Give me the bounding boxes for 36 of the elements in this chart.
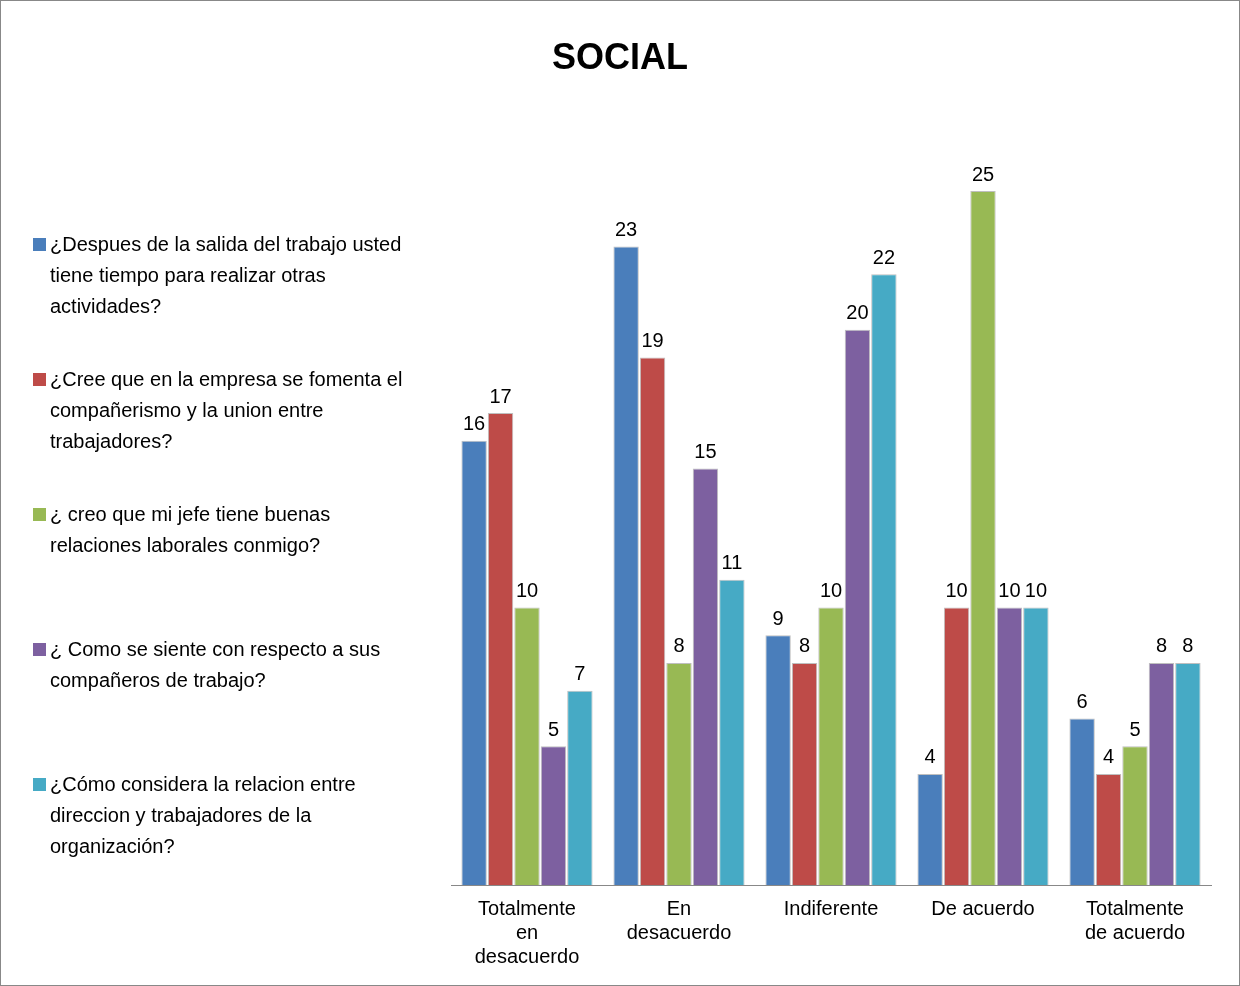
x-tick-label: Indiferente xyxy=(783,896,879,919)
data-label: 7 xyxy=(574,662,586,685)
data-label: 22 xyxy=(872,245,896,268)
legend-label: ¿ Como se siente con respecto a sus compañeros de trabajo? xyxy=(50,637,382,693)
data-label: 10 xyxy=(998,578,1021,601)
data-label: 9 xyxy=(772,606,784,629)
data-label: 10 xyxy=(819,578,843,601)
data-label: 16 xyxy=(462,412,486,435)
legend-label: ¿ creo que mi jefe tiene buenas relaciones laborales conmigo? xyxy=(50,502,332,558)
data-label: 8 xyxy=(673,634,685,657)
chart-title: SOCIAL xyxy=(551,36,689,78)
data-label: 11 xyxy=(721,551,743,574)
data-label: 8 xyxy=(798,634,811,657)
data-label: 17 xyxy=(489,384,512,407)
legend-label: ¿Cree que en la empresa se fomenta el compañerismo y la union entre trabajadores? xyxy=(50,367,403,454)
x-tick-label: Totalmente en desacuerdo xyxy=(474,896,580,967)
data-label: 10 xyxy=(945,578,968,601)
data-label: 4 xyxy=(924,745,936,768)
data-label: 20 xyxy=(846,301,869,324)
data-label: 8 xyxy=(1155,634,1168,657)
data-label: 10 xyxy=(1024,578,1048,601)
x-tick-label: Totalmente de acuerdo xyxy=(1084,896,1186,943)
data-label: 25 xyxy=(971,162,995,185)
legend-label: ¿Despues de la salida del trabajo usted tiene tiempo para realizar otras actividades? xyxy=(50,232,403,319)
data-label: 8 xyxy=(1182,634,1194,657)
data-label: 19 xyxy=(641,329,664,352)
data-label: 5 xyxy=(1129,717,1141,740)
data-label: 15 xyxy=(694,440,717,463)
x-tick-label: En desacuerdo xyxy=(626,896,732,943)
x-tick-label: De acuerdo xyxy=(931,896,1035,919)
data-label: 5 xyxy=(547,717,560,740)
data-label: 4 xyxy=(1102,745,1115,768)
data-label: 10 xyxy=(515,578,539,601)
data-label: 6 xyxy=(1076,689,1088,712)
legend-label: ¿Cómo considera la relacion entre direccion y trabajadores de la organización? xyxy=(50,772,357,859)
data-label: 23 xyxy=(614,218,638,241)
